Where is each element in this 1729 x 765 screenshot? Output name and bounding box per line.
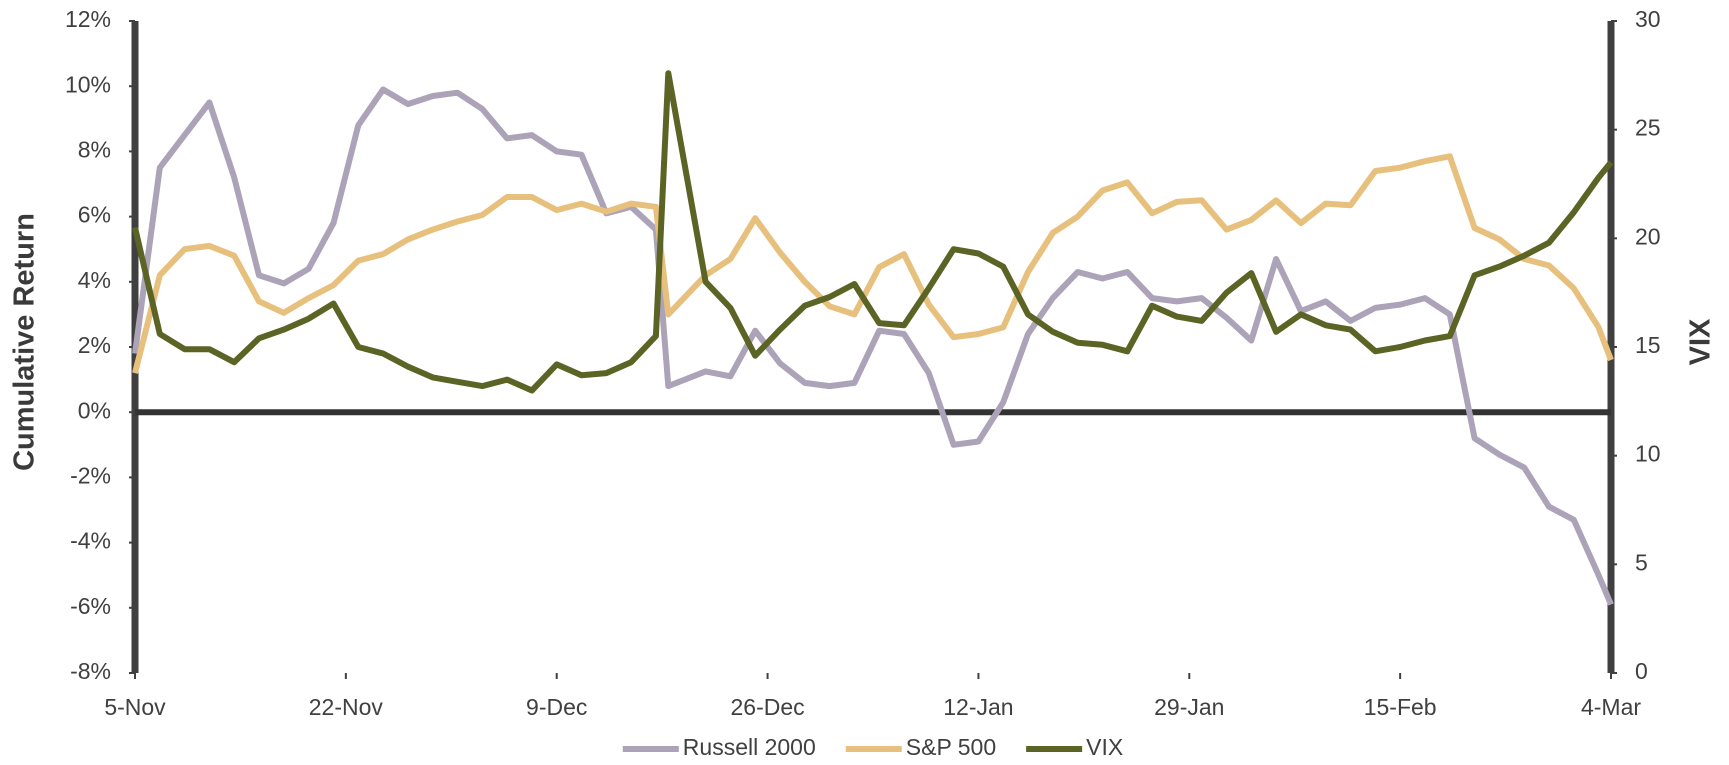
series-line [132,153,1614,374]
legend-label: S&P 500 [906,734,996,760]
y-tick-label: -8% [70,658,111,684]
y2-tick-label: 0 [1635,658,1648,684]
legend-label: Russell 2000 [683,734,816,760]
x-tick-label: 4-Mar [1581,694,1641,720]
y-tick-label: -4% [70,528,111,554]
y2-tick-label: 30 [1635,6,1661,32]
series-line [132,86,1614,606]
series-line [132,70,1614,394]
legend: Russell 2000 S&P 500 VIX [622,734,1123,760]
x-tick-label: 9-Dec [526,694,587,720]
x-tick-label: 26-Dec [730,694,804,720]
x-tick-label: 29-Jan [1154,694,1224,720]
x-tick-label: 22-Nov [309,694,384,720]
y2-tick-label: 15 [1635,332,1661,358]
y-tick-label: 8% [78,136,111,162]
y-tick-label: -2% [70,462,111,488]
y-tick-label: -6% [70,593,111,619]
y-tick-label: 10% [65,71,111,97]
x-tick-label: 5-Nov [104,694,166,720]
y-tick-label: 4% [78,267,111,293]
y-tick-label: 6% [78,202,111,228]
y2-tick-label: 5 [1635,549,1648,575]
legend-label: VIX [1086,734,1123,760]
y2-axis-title: VIX [1685,318,1717,365]
y2-tick-label: 20 [1635,223,1661,249]
x-tick-label: 12-Jan [943,694,1013,720]
y-tick-label: 2% [78,332,111,358]
y-axis-title: Cumulative Return [9,213,41,471]
x-tick-label: 15-Feb [1364,694,1437,720]
y-tick-label: 0% [78,397,111,423]
y2-tick-label: 10 [1635,441,1661,467]
y2-tick-label: 25 [1635,115,1661,141]
y-tick-label: 12% [65,6,111,32]
